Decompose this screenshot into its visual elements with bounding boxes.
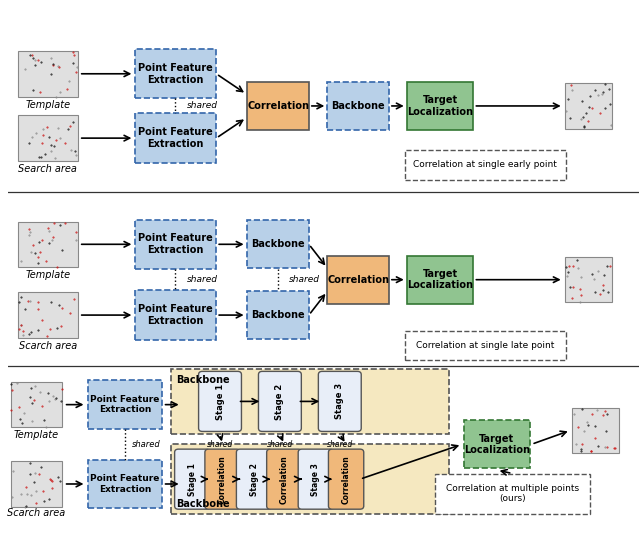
Text: Target
Localization: Target Localization — [407, 269, 473, 291]
FancyBboxPatch shape — [18, 115, 78, 161]
FancyBboxPatch shape — [205, 449, 240, 509]
FancyBboxPatch shape — [135, 113, 216, 163]
Text: Stage 1: Stage 1 — [188, 462, 196, 495]
Text: Template: Template — [26, 100, 70, 110]
FancyBboxPatch shape — [11, 461, 63, 507]
FancyBboxPatch shape — [435, 474, 589, 514]
Text: Search area: Search area — [19, 164, 77, 174]
FancyBboxPatch shape — [463, 420, 530, 468]
Text: Backbone: Backbone — [176, 499, 230, 509]
FancyBboxPatch shape — [135, 219, 216, 269]
FancyBboxPatch shape — [405, 150, 566, 179]
Text: Target
Localization: Target Localization — [407, 95, 473, 117]
Text: Stage 3: Stage 3 — [311, 462, 321, 495]
Text: Backbone: Backbone — [251, 239, 305, 250]
Text: Target
Localization: Target Localization — [464, 433, 530, 455]
Text: Correlation at single late point: Correlation at single late point — [416, 341, 555, 350]
Text: Stage 2: Stage 2 — [275, 383, 284, 419]
FancyBboxPatch shape — [247, 291, 309, 339]
Text: Point Feature
Extraction: Point Feature Extraction — [90, 395, 159, 414]
FancyBboxPatch shape — [18, 51, 78, 96]
FancyBboxPatch shape — [259, 371, 301, 431]
Text: shared: shared — [267, 440, 293, 449]
FancyBboxPatch shape — [327, 82, 389, 130]
FancyBboxPatch shape — [267, 449, 302, 509]
FancyBboxPatch shape — [298, 449, 333, 509]
Text: Stage 3: Stage 3 — [335, 383, 344, 419]
Text: shared: shared — [132, 440, 161, 449]
Text: Correlation: Correlation — [218, 455, 227, 503]
FancyBboxPatch shape — [171, 444, 449, 514]
FancyBboxPatch shape — [247, 82, 309, 130]
FancyBboxPatch shape — [318, 371, 361, 431]
FancyBboxPatch shape — [407, 82, 473, 130]
FancyBboxPatch shape — [198, 371, 241, 431]
Text: Correlation: Correlation — [247, 101, 309, 111]
FancyBboxPatch shape — [135, 291, 216, 340]
Text: Stage 2: Stage 2 — [250, 462, 259, 495]
Text: Correlation: Correlation — [327, 275, 389, 285]
Text: Backbone: Backbone — [251, 310, 305, 320]
FancyBboxPatch shape — [405, 331, 566, 361]
Text: Template: Template — [26, 271, 70, 280]
FancyBboxPatch shape — [18, 222, 78, 267]
Text: Point Feature
Extraction: Point Feature Extraction — [90, 474, 159, 494]
Text: shared: shared — [207, 440, 233, 449]
FancyBboxPatch shape — [88, 460, 162, 508]
Text: Stage 1: Stage 1 — [216, 383, 225, 419]
Text: shared: shared — [187, 275, 218, 284]
Text: Scarch area: Scarch area — [8, 508, 66, 519]
FancyBboxPatch shape — [18, 292, 78, 338]
Text: Correlation: Correlation — [280, 455, 289, 503]
FancyBboxPatch shape — [564, 83, 612, 129]
FancyBboxPatch shape — [572, 407, 620, 453]
Text: Correlation at single early point: Correlation at single early point — [413, 161, 557, 169]
Text: Backbone: Backbone — [332, 101, 385, 111]
Text: Correlation at multiple points
(ours): Correlation at multiple points (ours) — [446, 484, 579, 503]
FancyBboxPatch shape — [564, 257, 612, 302]
Text: Point Feature
Extraction: Point Feature Extraction — [138, 305, 212, 326]
Text: Template: Template — [14, 430, 59, 440]
FancyBboxPatch shape — [407, 255, 473, 304]
Text: Point Feature
Extraction: Point Feature Extraction — [138, 63, 212, 85]
Text: shared: shared — [326, 440, 353, 449]
Text: Correlation: Correlation — [342, 455, 351, 503]
Text: Point Feature
Extraction: Point Feature Extraction — [138, 127, 212, 149]
Text: shared: shared — [289, 275, 321, 284]
Text: shared: shared — [187, 101, 218, 110]
FancyBboxPatch shape — [175, 449, 210, 509]
Text: Backbone: Backbone — [176, 375, 230, 385]
Text: Scarch area: Scarch area — [19, 341, 77, 351]
FancyBboxPatch shape — [236, 449, 272, 509]
FancyBboxPatch shape — [328, 449, 364, 509]
FancyBboxPatch shape — [135, 49, 216, 99]
FancyBboxPatch shape — [327, 255, 389, 304]
Text: Point Feature
Extraction: Point Feature Extraction — [138, 233, 212, 255]
FancyBboxPatch shape — [88, 381, 162, 429]
FancyBboxPatch shape — [11, 382, 63, 427]
FancyBboxPatch shape — [247, 220, 309, 268]
FancyBboxPatch shape — [171, 369, 449, 434]
